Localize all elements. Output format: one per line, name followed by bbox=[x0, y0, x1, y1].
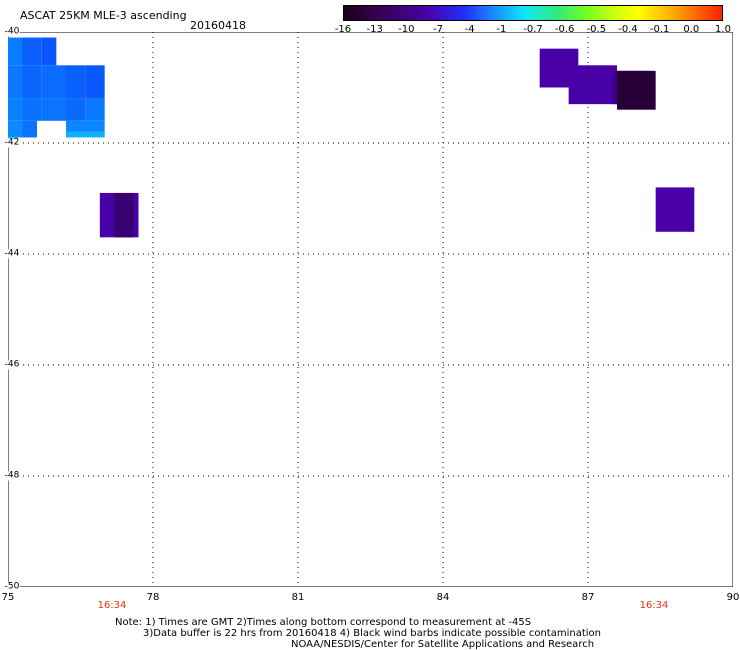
wind-cell bbox=[41, 65, 66, 99]
wind-cell bbox=[22, 98, 42, 121]
colorbar bbox=[343, 5, 723, 21]
colorbar-tick-label: -16 bbox=[334, 24, 352, 35]
note-line-1: Note: 1) Times are GMT 2)Times along bot… bbox=[115, 617, 532, 628]
wind-cell bbox=[22, 120, 37, 138]
wind-cell bbox=[568, 65, 617, 105]
time-label-right: 16:34 bbox=[639, 600, 669, 611]
wind-cell bbox=[66, 65, 86, 99]
latitude-tick-label: -50 bbox=[4, 581, 20, 592]
colorbar-tick-label: -0.1 bbox=[649, 24, 670, 35]
time-label-left: 16:34 bbox=[97, 600, 127, 611]
colorbar-tick-label: -0.5 bbox=[586, 24, 607, 35]
wind-cell bbox=[114, 192, 134, 238]
wind-cell bbox=[41, 98, 66, 121]
latitude-tick-label: -46 bbox=[4, 359, 20, 370]
plot-frame bbox=[8, 32, 733, 587]
wind-cell bbox=[85, 98, 105, 121]
latitude-tick-label: -44 bbox=[4, 248, 20, 259]
wind-cell bbox=[66, 98, 86, 121]
longitude-tick-label: 78 bbox=[146, 592, 160, 603]
map-date: 20160418 bbox=[190, 19, 246, 32]
latitude-tick-label: -40 bbox=[4, 26, 20, 37]
wind-cell bbox=[85, 65, 105, 99]
grid-lines bbox=[8, 32, 733, 587]
wind-cells bbox=[8, 37, 695, 238]
map-plot bbox=[8, 32, 733, 587]
colorbar-tick-label: 0.0 bbox=[683, 24, 700, 35]
longitude-tick-label: 90 bbox=[726, 592, 740, 603]
wind-cell bbox=[617, 70, 656, 110]
wind-cell bbox=[8, 65, 23, 99]
colorbar-tick-label: -13 bbox=[366, 24, 383, 35]
longitude-tick-label: 87 bbox=[581, 592, 595, 603]
wind-cell bbox=[22, 65, 42, 99]
wind-cell bbox=[66, 131, 105, 138]
latitude-tick-label: -42 bbox=[4, 137, 20, 148]
wind-cell bbox=[41, 37, 57, 66]
colorbar-tick-label: -10 bbox=[398, 24, 415, 35]
colorbar-tick-label: -0.7 bbox=[523, 24, 543, 35]
colorbar-tick-label: -7 bbox=[433, 24, 443, 35]
map-title: ASCAT 25KM MLE-3 ascending bbox=[20, 9, 187, 22]
longitude-tick-label: 84 bbox=[436, 592, 450, 603]
wind-cell bbox=[8, 37, 23, 66]
wind-cell bbox=[22, 37, 42, 66]
longitude-tick-label: 75 bbox=[1, 592, 15, 603]
wind-cell bbox=[66, 120, 105, 132]
wind-cell bbox=[655, 187, 695, 232]
longitude-tick-label: 81 bbox=[291, 592, 305, 603]
colorbar-tick-label: 1.0 bbox=[715, 24, 731, 35]
latitude-tick-label: -48 bbox=[4, 470, 20, 481]
note-line-2: 3)Data buffer is 22 hrs from 20160418 4)… bbox=[143, 628, 601, 639]
wind-cell bbox=[8, 98, 23, 121]
colorbar-tick-label: -0.4 bbox=[618, 24, 638, 35]
colorbar-tick-label: -0.6 bbox=[554, 24, 575, 35]
colorbar-tick-label: -4 bbox=[464, 24, 475, 35]
wind-cell bbox=[8, 120, 23, 138]
note-line-3: NOAA/NESDIS/Center for Satellite Applica… bbox=[291, 639, 595, 650]
colorbar-tick-label: -1 bbox=[496, 24, 507, 35]
